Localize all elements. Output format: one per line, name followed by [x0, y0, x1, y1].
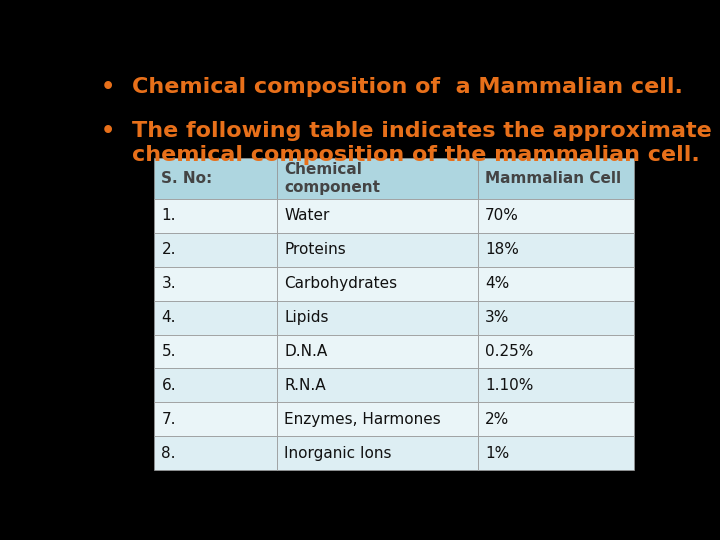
Text: Chemical composition of  a Mammalian cell.: Chemical composition of a Mammalian cell… [132, 77, 683, 97]
FancyBboxPatch shape [277, 199, 478, 233]
FancyBboxPatch shape [478, 301, 634, 335]
Text: The following table indicates the approximate
chemical composition of the mammal: The following table indicates the approx… [132, 121, 711, 165]
Text: 3.: 3. [161, 276, 176, 291]
FancyBboxPatch shape [154, 301, 277, 335]
FancyBboxPatch shape [478, 158, 634, 199]
Text: Carbohydrates: Carbohydrates [284, 276, 397, 291]
Text: 1.: 1. [161, 208, 176, 224]
FancyBboxPatch shape [154, 158, 277, 199]
FancyBboxPatch shape [478, 335, 634, 368]
Text: •: • [101, 121, 115, 141]
FancyBboxPatch shape [154, 335, 277, 368]
Text: 4%: 4% [485, 276, 509, 291]
FancyBboxPatch shape [478, 199, 634, 233]
Text: 8.: 8. [161, 446, 176, 461]
FancyBboxPatch shape [154, 199, 277, 233]
FancyBboxPatch shape [154, 368, 277, 402]
Text: Chemical
component: Chemical component [284, 163, 380, 195]
FancyBboxPatch shape [277, 335, 478, 368]
Text: 2.: 2. [161, 242, 176, 257]
Text: Inorganic Ions: Inorganic Ions [284, 446, 392, 461]
Text: 3%: 3% [485, 310, 510, 325]
FancyBboxPatch shape [277, 158, 478, 199]
FancyBboxPatch shape [478, 402, 634, 436]
Text: 5.: 5. [161, 344, 176, 359]
Text: 2%: 2% [485, 412, 509, 427]
Text: 6.: 6. [161, 378, 176, 393]
FancyBboxPatch shape [154, 267, 277, 301]
Text: 4.: 4. [161, 310, 176, 325]
Text: 7.: 7. [161, 412, 176, 427]
Text: 1%: 1% [485, 446, 509, 461]
Text: 1.10%: 1.10% [485, 378, 534, 393]
Text: Water: Water [284, 208, 330, 224]
FancyBboxPatch shape [478, 233, 634, 267]
FancyBboxPatch shape [277, 301, 478, 335]
FancyBboxPatch shape [154, 402, 277, 436]
Text: S. No:: S. No: [161, 171, 212, 186]
FancyBboxPatch shape [277, 233, 478, 267]
Text: 18%: 18% [485, 242, 519, 257]
Text: R.N.A: R.N.A [284, 378, 326, 393]
Text: Enzymes, Harmones: Enzymes, Harmones [284, 412, 441, 427]
Text: 0.25%: 0.25% [485, 344, 534, 359]
Text: Mammalian Cell: Mammalian Cell [485, 171, 621, 186]
Text: Lipids: Lipids [284, 310, 329, 325]
Text: D.N.A: D.N.A [284, 344, 328, 359]
FancyBboxPatch shape [277, 402, 478, 436]
FancyBboxPatch shape [154, 233, 277, 267]
FancyBboxPatch shape [277, 368, 478, 402]
FancyBboxPatch shape [478, 436, 634, 470]
FancyBboxPatch shape [154, 436, 277, 470]
FancyBboxPatch shape [277, 436, 478, 470]
Text: 70%: 70% [485, 208, 519, 224]
Text: Proteins: Proteins [284, 242, 346, 257]
FancyBboxPatch shape [478, 267, 634, 301]
FancyBboxPatch shape [478, 368, 634, 402]
Text: •: • [101, 77, 115, 97]
FancyBboxPatch shape [277, 267, 478, 301]
